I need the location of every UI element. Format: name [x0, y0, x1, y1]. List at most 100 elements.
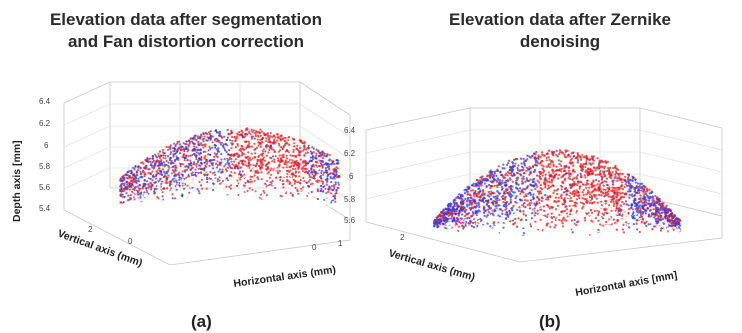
point-cloud-dot: [290, 184, 293, 187]
point-cloud-dot: [133, 198, 136, 201]
point-cloud-dot: [314, 205, 317, 208]
point-cloud-dot: [219, 163, 222, 166]
point-cloud-dot: [289, 186, 292, 189]
point-cloud-dot: [579, 185, 582, 188]
point-cloud-dot: [189, 204, 192, 207]
chart-b-title-line-1: Elevation data after Zernike: [448, 10, 672, 29]
point-cloud-dot: [132, 173, 136, 176]
point-cloud-dot: [228, 169, 231, 172]
point-cloud-dot: [195, 151, 198, 154]
point-cloud-dot: [228, 158, 231, 161]
point-cloud-dot: [322, 173, 325, 176]
point-cloud-dot: [292, 148, 295, 151]
point-cloud-dot: [486, 228, 489, 231]
point-cloud-dot: [251, 188, 254, 191]
point-cloud-dot: [258, 185, 261, 188]
point-cloud-dot: [327, 190, 330, 193]
point-cloud-dot: [613, 228, 616, 232]
point-cloud-dot: [223, 147, 226, 150]
point-cloud-dot: [190, 200, 194, 203]
point-cloud-dot: [185, 176, 188, 179]
point-cloud-dot: [130, 205, 133, 208]
point-cloud-dot: [547, 210, 550, 213]
point-cloud-dot: [156, 159, 159, 162]
point-cloud-dot: [234, 140, 237, 143]
point-cloud-dot: [622, 231, 626, 234]
point-cloud-dot: [173, 177, 176, 180]
point-cloud-dot: [529, 225, 533, 228]
point-cloud-dot: [137, 180, 141, 183]
point-cloud-dot: [260, 171, 263, 174]
point-cloud-dot: [187, 166, 190, 169]
point-cloud-dot: [564, 150, 567, 153]
point-cloud-dot: [134, 190, 137, 193]
point-cloud-dot: [233, 154, 236, 157]
point-cloud-dot: [511, 237, 515, 240]
point-cloud-dot: [139, 176, 142, 179]
point-cloud-dot: [618, 231, 621, 235]
point-cloud-dot: [304, 200, 307, 203]
point-cloud-dot: [269, 189, 273, 192]
point-cloud-dot: [240, 147, 244, 150]
point-cloud-dot: [235, 163, 238, 166]
point-cloud-dot: [571, 161, 574, 164]
point-cloud-dot: [236, 179, 239, 182]
point-cloud-dot: [151, 179, 154, 182]
point-cloud-dot: [621, 191, 624, 195]
point-cloud-dot: [163, 191, 166, 194]
chart-a-ztick: 6.2: [39, 119, 51, 128]
point-cloud-dot: [503, 235, 506, 238]
point-cloud-dot: [613, 189, 616, 192]
point-cloud-dot: [268, 176, 272, 179]
point-cloud-dot: [132, 194, 135, 197]
point-cloud-dot: [247, 180, 250, 184]
point-cloud-dot: [584, 165, 587, 169]
point-cloud-dot: [173, 164, 176, 167]
point-cloud-dot: [330, 185, 333, 188]
point-cloud-dot: [636, 228, 639, 231]
point-cloud-dot: [291, 190, 294, 193]
point-cloud-dot: [177, 158, 180, 161]
point-cloud-dot: [497, 232, 500, 235]
point-cloud-dot: [338, 196, 341, 199]
point-cloud-dot: [320, 177, 323, 180]
point-cloud-dot: [537, 154, 540, 157]
point-cloud-dot: [335, 162, 339, 165]
point-cloud-dot: [153, 201, 156, 204]
point-cloud-dot: [656, 207, 660, 210]
point-cloud-dot: [478, 210, 482, 213]
point-cloud-dot: [144, 158, 147, 162]
point-cloud-dot: [259, 160, 262, 163]
point-cloud-dot: [186, 195, 190, 198]
point-cloud-dot: [246, 193, 249, 196]
point-cloud-dot: [571, 170, 575, 173]
point-cloud-dot: [483, 214, 486, 217]
point-cloud-dot: [633, 194, 636, 197]
point-cloud-dot: [247, 151, 250, 154]
point-cloud-dot: [465, 200, 469, 203]
point-cloud-dot: [182, 153, 185, 156]
point-cloud-dot: [216, 164, 219, 167]
point-cloud-dot: [475, 178, 479, 182]
point-cloud-dot: [596, 157, 599, 160]
point-cloud-dot: [275, 196, 278, 199]
point-cloud-dot: [337, 210, 340, 213]
point-cloud-dot: [173, 188, 176, 191]
point-cloud-dot: [527, 168, 530, 171]
point-cloud-dot: [522, 175, 525, 178]
point-cloud-dot: [223, 135, 226, 138]
point-cloud-dot: [576, 152, 579, 155]
point-cloud-dot: [581, 154, 584, 157]
point-cloud-dot: [128, 176, 131, 179]
point-cloud-dot: [623, 214, 627, 218]
point-cloud-dot: [236, 142, 239, 146]
point-cloud-dot: [545, 231, 548, 234]
point-cloud-dot: [267, 151, 270, 154]
point-cloud-dot: [248, 183, 251, 186]
point-cloud-dot: [185, 168, 189, 171]
point-cloud-dot: [212, 182, 215, 185]
point-cloud-dot: [487, 179, 490, 182]
point-cloud-dot: [642, 187, 646, 191]
point-cloud-dot: [303, 180, 306, 183]
point-cloud-dot: [286, 172, 289, 176]
